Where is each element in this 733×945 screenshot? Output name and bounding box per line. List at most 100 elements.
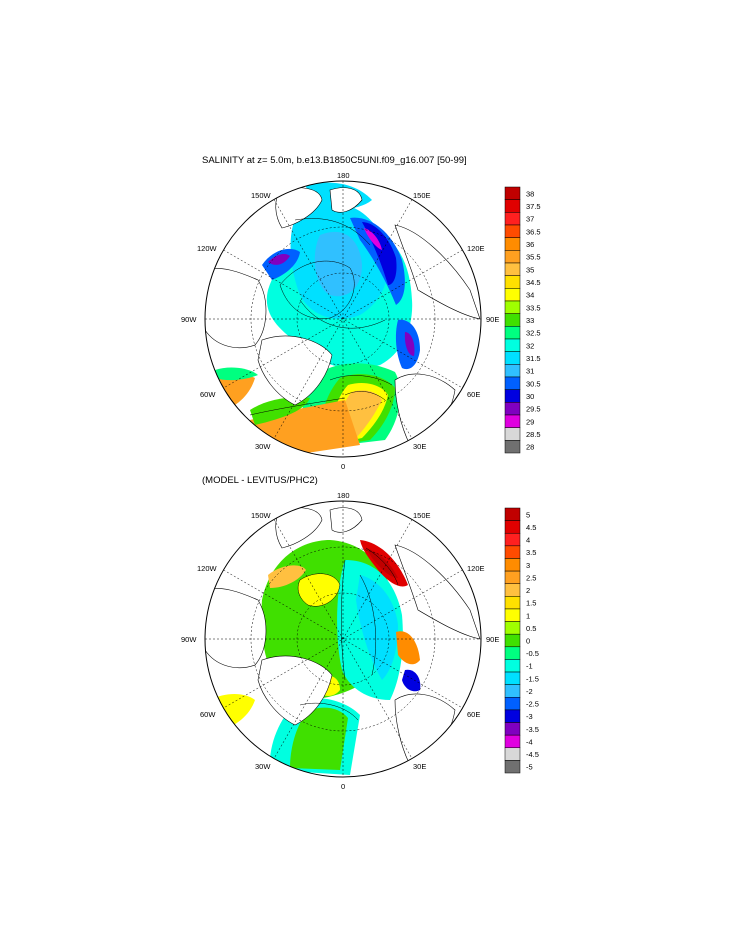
difference-colorbar-swatch	[504, 545, 521, 559]
salinity-colorbar-label: 37	[526, 215, 534, 224]
difference-field-neg-2	[356, 575, 398, 680]
difference-field-kara-neg	[402, 669, 421, 692]
salinity-colorbar-swatch	[504, 199, 521, 213]
difference-graticule	[205, 501, 481, 777]
difference-colorbar-label: 3.5	[526, 548, 536, 557]
difference-colorbar-label: 0.5	[526, 624, 536, 633]
salinity-colorbar-label: 29.5	[526, 405, 541, 414]
difference-colorbar-label: 1.5	[526, 599, 536, 608]
salinity-colorbar-label: 35	[526, 265, 534, 274]
lon-label-30w: 30W	[255, 442, 271, 451]
difference-colorbar-swatch	[504, 596, 521, 610]
salinity-colorbar: 38 37.5 37 36.5 36 35.5 35 34.5 34 33.5 33 32.5 32 31…	[504, 186, 541, 454]
salinity-colorbar-swatch	[504, 389, 521, 403]
salinity-colorbar-swatch	[504, 313, 521, 327]
lon-label-150e: 150E	[413, 191, 431, 200]
salinity-field-29-5	[364, 228, 382, 250]
difference-colorbar-label: 4.5	[526, 523, 536, 532]
salinity-panel: SALINITY at z= 5.0m, b.e13.B1850C5UNI.f0…	[181, 155, 541, 471]
salinity-title: SALINITY at z= 5.0m, b.e13.B1850C5UNI.f0…	[202, 155, 467, 166]
difference-colorbar-label: -4.5	[526, 750, 539, 759]
salinity-colorbar-swatch	[504, 351, 521, 365]
difference-colorbar-label: -2	[526, 687, 533, 696]
difference-colorbar-label: 0	[526, 637, 530, 646]
salinity-colorbar-label: 32	[526, 341, 534, 350]
salinity-colorbar-swatch	[504, 402, 521, 416]
salinity-colorbar-swatch	[504, 262, 521, 276]
difference-title: (MODEL - LEVITUS/PHC2)	[202, 475, 318, 486]
difference-colorbar-swatch	[504, 684, 521, 698]
lon-label-120e: 120E	[467, 244, 485, 253]
salinity-colorbar-swatch	[504, 326, 521, 340]
difference-colorbar: 5 4.5 4 3.5 3 2.5 2 1.5 1 0.5 0 -0.5 -1 -1.5 -2 -2.5 -3 -…	[504, 507, 539, 774]
salinity-colorbar-label: 29	[526, 417, 534, 426]
difference-colorbar-label: -3	[526, 712, 533, 721]
salinity-colorbar-swatch	[504, 186, 521, 200]
difference-colorbar-label: 2.5	[526, 573, 536, 582]
difference-colorbar-swatch	[504, 671, 521, 685]
land-siberia	[394, 224, 481, 320]
difference-colorbar-swatch	[504, 608, 521, 622]
difference-colorbar-label: -1.5	[526, 674, 539, 683]
difference-colorbar-swatch	[504, 507, 521, 521]
difference-colorbar-swatch	[504, 659, 521, 673]
salinity-field-kara-low	[404, 332, 415, 356]
lon-label-90w: 90W	[181, 635, 197, 644]
land-canada	[205, 268, 267, 349]
difference-field-atlantic-2	[290, 707, 348, 770]
difference-colorbar-swatch	[504, 734, 521, 749]
salinity-colorbar-swatch	[504, 376, 521, 390]
salinity-field-beaufort-low	[268, 254, 290, 265]
difference-colorbar-swatch	[504, 646, 521, 660]
salinity-graticule	[205, 181, 481, 457]
difference-colorbar-label: 1	[526, 611, 530, 620]
lon-label-0: 0	[341, 782, 345, 791]
salinity-colorbar-swatch	[504, 300, 521, 314]
difference-colorbar-label: 5	[526, 510, 530, 519]
difference-colorbar-label: -0.5	[526, 649, 539, 658]
difference-colorbar-label: 3	[526, 561, 530, 570]
land-chukotka	[329, 187, 363, 213]
lon-label-30e: 30E	[413, 442, 426, 451]
difference-colorbar-label: -3.5	[526, 725, 539, 734]
difference-panel: (MODEL - LEVITUS/PHC2)	[181, 475, 539, 791]
lon-label-60e: 60E	[467, 710, 480, 719]
salinity-colorbar-label: 30	[526, 392, 534, 401]
difference-colorbar-label: -1	[526, 662, 533, 671]
land-chukotka-2	[329, 507, 363, 533]
difference-colorbar-label: 2	[526, 586, 530, 595]
difference-lon-labels: 180 150E 120E 90E 60E 30E 0 30W 60W 90W …	[181, 491, 499, 791]
salinity-colorbar-label: 36	[526, 240, 534, 249]
difference-colorbar-label: -4	[526, 737, 533, 746]
lon-label-30e: 30E	[413, 762, 426, 771]
difference-field-positive	[298, 573, 340, 607]
salinity-colorbar-swatch	[504, 224, 521, 238]
difference-colorbar-swatch	[504, 583, 521, 597]
salinity-field-beaufort	[262, 248, 300, 280]
salinity-colorbar-label: 28.5	[526, 430, 541, 439]
salinity-colorbar-label: 28	[526, 443, 534, 452]
salinity-colorbar-swatch	[504, 364, 521, 378]
salinity-colorbar-label: 34	[526, 291, 534, 300]
difference-colorbar-swatch	[504, 697, 521, 711]
lon-label-90w: 90W	[181, 315, 197, 324]
difference-colorbar-swatch	[504, 633, 521, 648]
salinity-colorbar-swatch	[504, 212, 521, 226]
salinity-colorbar-label: 37.5	[526, 202, 541, 211]
salinity-colorbar-label: 33	[526, 316, 534, 325]
difference-colorbar-swatch	[504, 621, 521, 635]
salinity-colorbar-label: 34.5	[526, 278, 541, 287]
lon-label-150w: 150W	[251, 511, 272, 520]
difference-colorbar-swatch	[504, 709, 521, 723]
salinity-colorbar-swatch	[504, 440, 521, 454]
difference-colorbar-swatch	[504, 760, 521, 774]
difference-colorbar-swatch	[504, 558, 521, 572]
salinity-contours	[249, 218, 393, 416]
difference-colorbar-swatch	[504, 722, 521, 736]
lon-label-90e: 90E	[486, 635, 499, 644]
lon-label-120e: 120E	[467, 564, 485, 573]
land-canada-2	[205, 588, 267, 669]
difference-colorbar-swatch	[504, 520, 521, 534]
salinity-colorbar-swatch	[504, 250, 521, 264]
